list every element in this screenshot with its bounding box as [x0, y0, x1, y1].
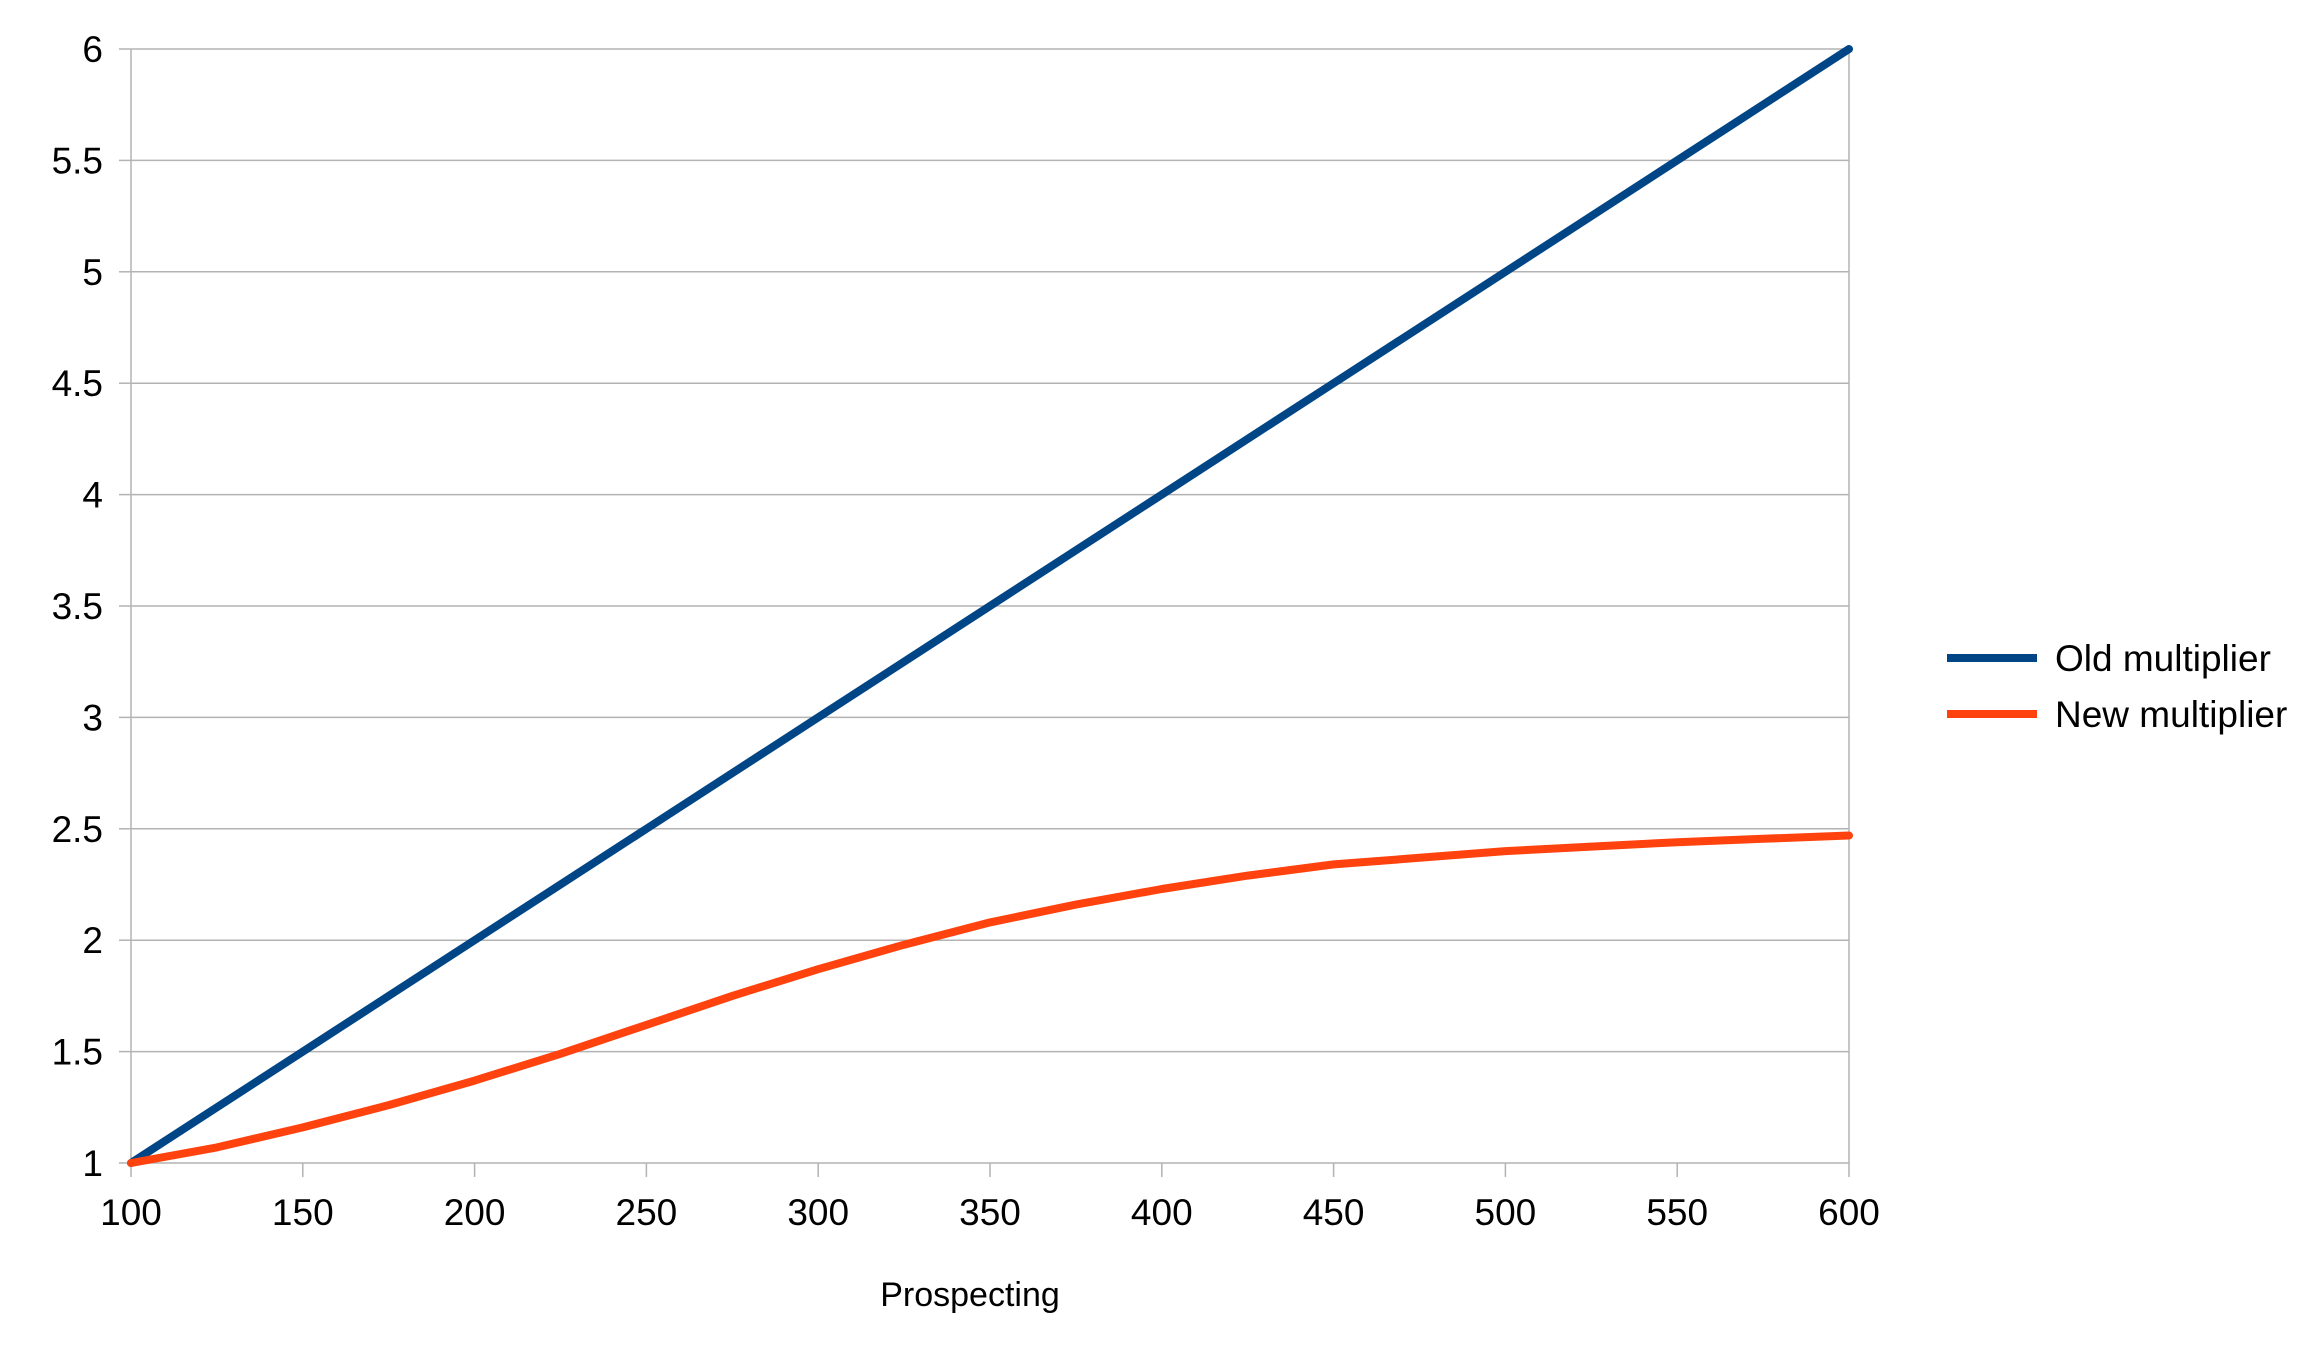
y-tick-label: 3: [82, 697, 103, 738]
x-axis-title: Prospecting: [880, 1276, 1060, 1314]
y-tick-label: 4: [82, 475, 103, 516]
x-tick-label: 600: [1818, 1192, 1880, 1233]
x-tick-label: 550: [1646, 1192, 1708, 1233]
y-tick-label: 5.5: [52, 140, 103, 181]
tick-labels: 1 1.5 2 2.5 3 3.5 4 4.5 5 5.5 6 100 150 200 250 300 350 4…: [52, 29, 1880, 1233]
y-tick-label: 5: [82, 252, 103, 293]
y-tick-label: 1: [82, 1143, 103, 1184]
x-tick-label: 200: [444, 1192, 506, 1233]
x-tick-label: 250: [616, 1192, 678, 1233]
x-tick-label: 100: [100, 1192, 162, 1233]
x-tick-label: 450: [1303, 1192, 1365, 1233]
series-lines: [127, 45, 1853, 1167]
legend-label: New multiplier: [2055, 694, 2287, 735]
x-tick-label: 400: [1131, 1192, 1193, 1233]
y-tick-label: 6: [82, 29, 103, 70]
y-tick-label: 2: [82, 920, 103, 961]
x-tick-label: 500: [1475, 1192, 1537, 1233]
x-tick-label: 150: [272, 1192, 334, 1233]
axes: [119, 48, 1850, 1177]
y-tick-label: 4.5: [52, 363, 103, 404]
x-tick-label: 300: [787, 1192, 849, 1233]
legend: Old multiplier New multiplier: [1947, 638, 2287, 735]
legend-label: Old multiplier: [2055, 638, 2271, 679]
x-tick-label: 350: [959, 1192, 1021, 1233]
y-tick-label: 1.5: [52, 1032, 103, 1073]
series-line-new-multiplier: [127, 831, 1853, 1167]
y-tick-label: 2.5: [52, 809, 103, 850]
y-tick-label: 3.5: [52, 586, 103, 627]
series-line-old-multiplier: [127, 45, 1853, 1167]
